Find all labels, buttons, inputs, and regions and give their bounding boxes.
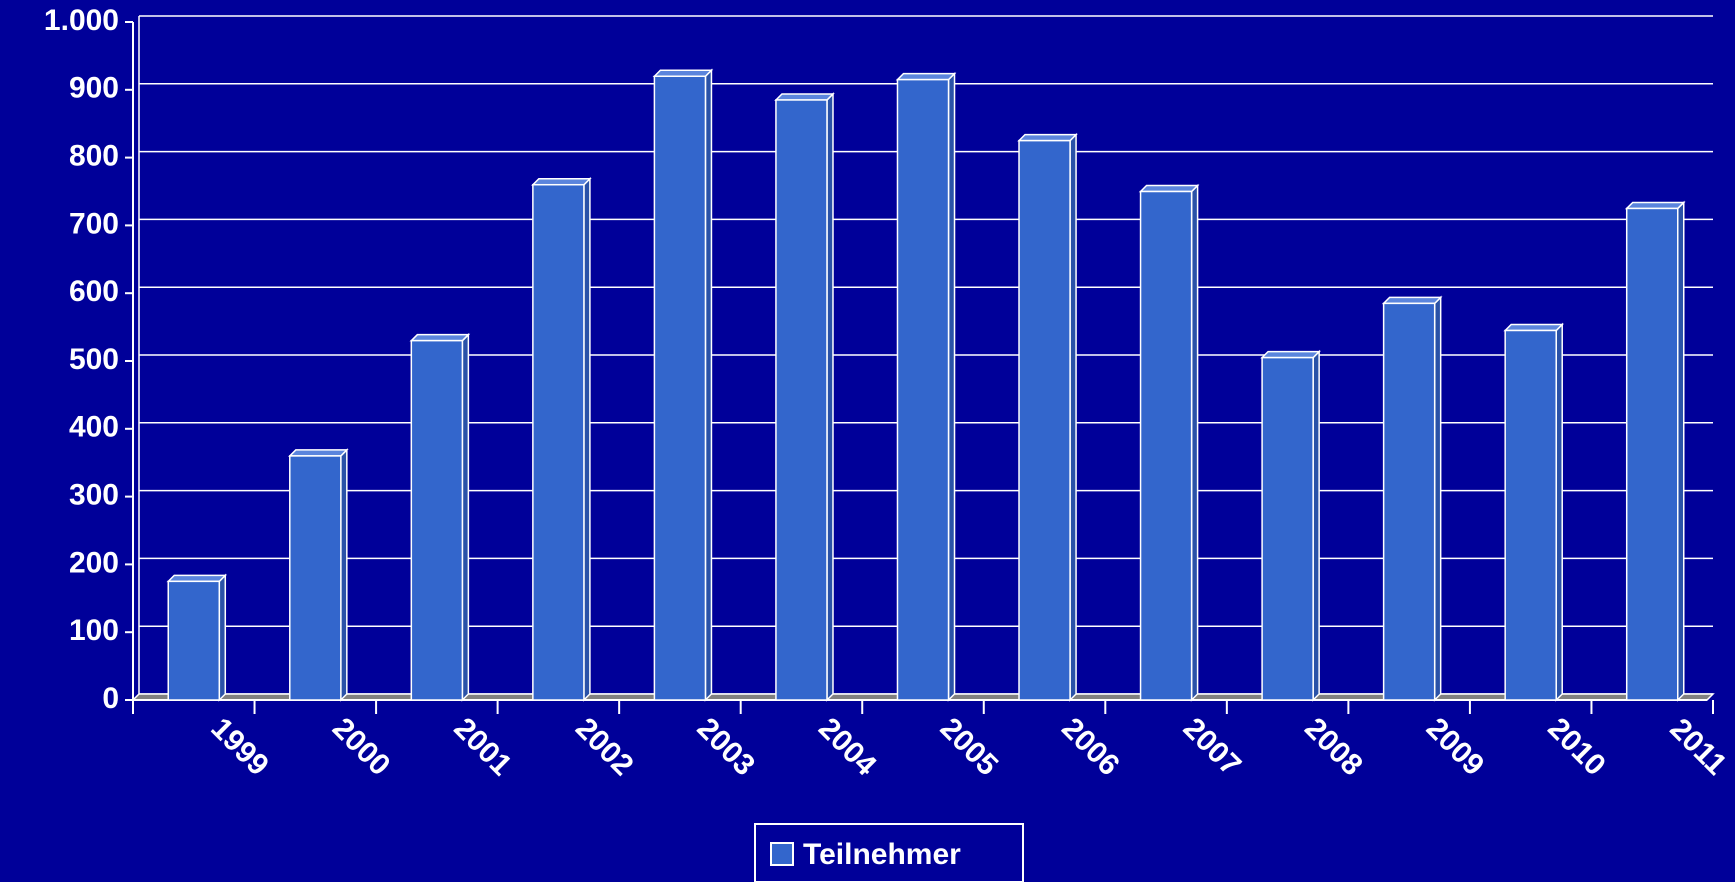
bar-group bbox=[1381, 295, 1443, 702]
bar bbox=[1261, 356, 1314, 701]
bar bbox=[1018, 139, 1071, 701]
bar bbox=[1625, 207, 1679, 701]
bar-top bbox=[531, 177, 592, 186]
bar-top bbox=[1381, 296, 1443, 305]
bar-group bbox=[1260, 349, 1321, 702]
bar-side bbox=[1555, 322, 1563, 702]
bar-top bbox=[409, 333, 471, 342]
bar-group bbox=[409, 332, 471, 702]
bar bbox=[896, 78, 950, 701]
legend-label: Teilnehmer bbox=[803, 838, 961, 871]
y-tick-label: 1.000 bbox=[44, 4, 119, 37]
bar-group bbox=[287, 448, 349, 702]
bar bbox=[1382, 302, 1436, 701]
bar-side bbox=[1433, 295, 1442, 702]
bar-group bbox=[531, 176, 592, 702]
bar-group bbox=[1503, 322, 1565, 702]
bar bbox=[1504, 329, 1557, 701]
y-tick-label: 200 bbox=[69, 546, 119, 579]
bar-side bbox=[1677, 200, 1685, 702]
y-tick-label: 100 bbox=[69, 614, 119, 647]
bar-group bbox=[1624, 200, 1686, 702]
legend-swatch bbox=[770, 842, 794, 866]
bar-top bbox=[287, 449, 349, 457]
bar-group bbox=[1017, 132, 1078, 702]
bar bbox=[167, 580, 221, 701]
bar-side bbox=[1312, 349, 1320, 702]
bar-group bbox=[895, 71, 957, 702]
bar-side bbox=[1069, 132, 1077, 702]
y-tick-label: 900 bbox=[69, 72, 119, 105]
bar-group bbox=[1138, 183, 1200, 702]
bar-side bbox=[340, 448, 348, 702]
bar-top bbox=[166, 574, 228, 583]
bar bbox=[410, 339, 464, 701]
bar-top bbox=[1260, 350, 1321, 359]
bar-side bbox=[1190, 183, 1199, 702]
bar-top bbox=[1503, 323, 1565, 332]
bar-side bbox=[947, 71, 956, 702]
bar-top bbox=[774, 93, 835, 101]
bar-group bbox=[774, 92, 835, 702]
bar-side bbox=[461, 332, 470, 702]
bar-side bbox=[218, 573, 227, 702]
y-tick-label: 500 bbox=[69, 343, 119, 376]
bar bbox=[1139, 190, 1193, 701]
y-tick-label: 700 bbox=[69, 207, 119, 240]
y-tick-label: 600 bbox=[69, 275, 119, 308]
y-tick-label: 0 bbox=[102, 682, 119, 715]
y-tick-label: 800 bbox=[69, 140, 119, 173]
bar-side bbox=[704, 68, 713, 702]
bar-top bbox=[1138, 184, 1200, 193]
bar-top bbox=[652, 69, 714, 77]
bar bbox=[532, 183, 585, 701]
bar-top bbox=[895, 72, 957, 81]
bar-top bbox=[1017, 133, 1078, 142]
y-tick-label: 300 bbox=[69, 479, 119, 512]
bar-group bbox=[652, 68, 714, 702]
bar-top bbox=[1624, 201, 1686, 210]
bar bbox=[775, 99, 828, 701]
bar-side bbox=[583, 176, 591, 702]
bar-side bbox=[826, 92, 834, 702]
bar bbox=[289, 455, 342, 701]
legend: Teilnehmer bbox=[754, 823, 1024, 882]
legend-box bbox=[754, 823, 1024, 882]
y-tick-label: 400 bbox=[69, 411, 119, 444]
bar bbox=[653, 75, 707, 701]
bar-group bbox=[166, 573, 228, 702]
